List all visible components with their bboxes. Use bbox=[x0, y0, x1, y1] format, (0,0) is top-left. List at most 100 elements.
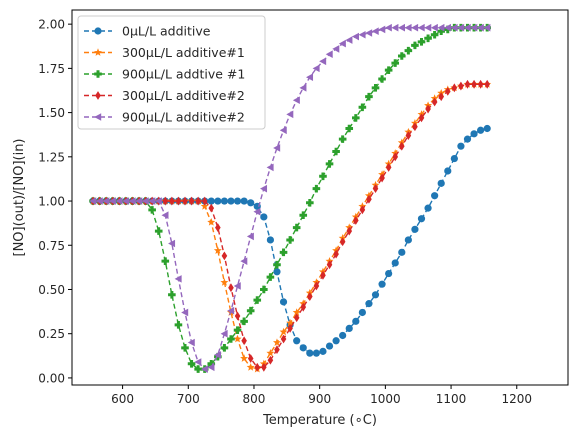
data-point bbox=[424, 34, 432, 43]
data-point bbox=[391, 259, 399, 267]
data-point bbox=[371, 84, 380, 92]
y-axis-label: [NO](out)/[NO](in) bbox=[12, 138, 27, 256]
y-tick-label: 0.00 bbox=[38, 371, 65, 385]
data-point bbox=[358, 308, 366, 317]
data-point bbox=[358, 30, 366, 39]
data-point bbox=[220, 197, 229, 205]
data-point bbox=[154, 227, 163, 235]
data-point bbox=[450, 154, 458, 163]
data-point bbox=[312, 64, 320, 73]
data-point bbox=[470, 23, 478, 32]
y-tick-label: 0.25 bbox=[38, 327, 65, 341]
data-point bbox=[246, 232, 254, 241]
data-point bbox=[273, 268, 281, 276]
data-point bbox=[392, 152, 399, 162]
x-axis: 600 700 800 900 1000 1100 1200 bbox=[111, 385, 532, 406]
x-tick-label: 1000 bbox=[370, 392, 401, 406]
data-point bbox=[450, 23, 458, 32]
data-point bbox=[187, 359, 196, 368]
data-point bbox=[194, 365, 202, 373]
y-tick-label: 1.50 bbox=[38, 106, 65, 120]
data-point bbox=[458, 81, 464, 91]
data-point bbox=[89, 197, 97, 205]
data-point bbox=[463, 135, 472, 143]
data-point bbox=[444, 86, 451, 96]
data-point bbox=[215, 223, 221, 232]
data-point bbox=[266, 163, 274, 172]
data-point bbox=[365, 300, 373, 308]
legend-marker bbox=[94, 113, 102, 121]
data-point bbox=[247, 354, 254, 363]
data-point bbox=[477, 79, 484, 89]
legend-item: 300μL/L additive#2 bbox=[84, 88, 245, 103]
data-point bbox=[135, 197, 143, 205]
data-point bbox=[200, 365, 208, 373]
data-point bbox=[391, 23, 399, 32]
x-tick-label: 1200 bbox=[501, 392, 532, 406]
data-point bbox=[292, 96, 300, 105]
legend-label: 300μL/L additive#1 bbox=[122, 45, 245, 60]
data-point bbox=[280, 334, 287, 344]
data-point bbox=[417, 38, 426, 46]
data-point bbox=[417, 23, 425, 32]
data-point bbox=[405, 131, 412, 140]
data-point bbox=[181, 308, 189, 317]
data-point bbox=[207, 359, 216, 368]
x-tick-label: 800 bbox=[243, 392, 266, 406]
data-point bbox=[425, 104, 431, 114]
data-point bbox=[471, 79, 477, 89]
data-point bbox=[208, 203, 215, 213]
data-point bbox=[365, 92, 373, 101]
data-point bbox=[412, 122, 418, 132]
data-point bbox=[438, 92, 445, 102]
data-point bbox=[273, 144, 281, 152]
data-point bbox=[246, 363, 255, 371]
data-point bbox=[437, 179, 445, 187]
data-point bbox=[378, 280, 386, 288]
data-point bbox=[286, 236, 294, 244]
y-tick-label: 1.00 bbox=[38, 195, 65, 209]
data-point bbox=[437, 23, 445, 32]
legend-marker bbox=[94, 70, 102, 78]
data-point bbox=[240, 197, 248, 205]
data-point bbox=[266, 273, 275, 281]
data-point bbox=[274, 345, 280, 355]
data-point bbox=[378, 75, 386, 83]
legend-marker bbox=[94, 27, 102, 35]
series-layer bbox=[89, 23, 492, 373]
x-axis-label: Temperature (∘C) bbox=[262, 413, 377, 428]
legend-label: 0μL/L additive bbox=[122, 24, 211, 39]
data-point bbox=[293, 313, 300, 323]
data-point bbox=[476, 23, 484, 32]
data-point bbox=[312, 349, 320, 357]
data-point bbox=[154, 197, 162, 205]
data-point bbox=[332, 45, 340, 53]
data-point bbox=[228, 283, 234, 293]
data-point bbox=[162, 196, 169, 206]
data-point bbox=[207, 218, 216, 226]
data-point bbox=[313, 281, 320, 291]
data-point bbox=[378, 25, 386, 34]
data-point bbox=[234, 311, 241, 321]
data-point bbox=[168, 239, 176, 248]
data-point bbox=[168, 290, 176, 299]
data-point bbox=[411, 225, 419, 233]
data-point bbox=[240, 257, 248, 265]
data-point bbox=[175, 196, 182, 206]
data-point bbox=[411, 41, 419, 50]
y-tick-label: 2.00 bbox=[38, 18, 65, 32]
data-point bbox=[299, 84, 307, 92]
data-point bbox=[233, 326, 242, 334]
data-point bbox=[417, 215, 426, 223]
data-point bbox=[174, 321, 183, 329]
data-point bbox=[397, 23, 405, 32]
data-point bbox=[346, 226, 353, 236]
data-point bbox=[325, 160, 334, 168]
data-point bbox=[424, 204, 432, 212]
data-point bbox=[384, 66, 393, 74]
data-point bbox=[325, 342, 334, 350]
data-point bbox=[398, 141, 405, 151]
data-point bbox=[246, 306, 255, 315]
data-point bbox=[371, 291, 380, 299]
data-point bbox=[240, 317, 248, 326]
